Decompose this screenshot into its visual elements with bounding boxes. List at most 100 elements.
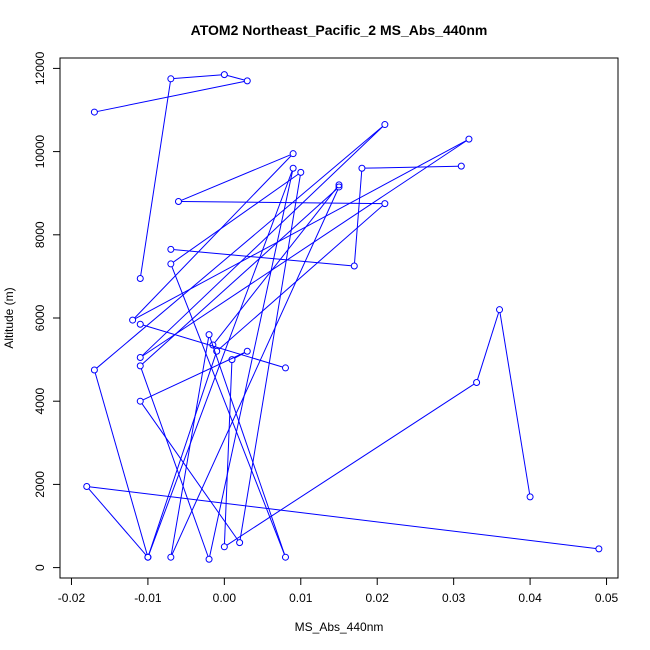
data-point <box>595 545 603 553</box>
data-point <box>83 482 91 490</box>
x-tick-label: 0.02 <box>366 591 390 605</box>
data-point <box>465 135 473 143</box>
data-point <box>243 77 251 85</box>
data-point <box>289 164 297 172</box>
series-segment <box>173 249 352 267</box>
data-point <box>209 341 217 349</box>
y-tick-label: 6000 <box>33 304 47 331</box>
series-segment <box>477 312 500 380</box>
data-point <box>167 553 175 561</box>
series-segment <box>142 352 245 401</box>
series-segment <box>173 173 299 263</box>
y-axis: 0 2000 4000 6000 8000 10000 12000 <box>33 51 61 571</box>
data-point <box>228 356 236 364</box>
series-segment <box>234 352 245 359</box>
y-tick-label: 8000 <box>33 221 47 248</box>
series-segment <box>142 140 467 357</box>
series-segment <box>181 154 291 201</box>
data-point <box>167 75 175 83</box>
series-segment <box>88 488 147 556</box>
data-point <box>213 347 221 355</box>
data-point <box>457 162 465 170</box>
data-point <box>335 183 343 191</box>
series-segment <box>209 171 293 557</box>
x-tick-label: -0.01 <box>134 591 162 605</box>
data-point <box>281 364 289 372</box>
data-point <box>289 150 297 158</box>
data-point <box>129 316 137 324</box>
x-tick-label: 0.03 <box>442 591 466 605</box>
y-tick-label: 10000 <box>33 135 47 169</box>
data-point <box>335 181 343 189</box>
data-point <box>136 354 144 362</box>
series-segment <box>148 354 217 555</box>
data-point <box>90 108 98 116</box>
plot-frame <box>59 57 619 579</box>
series-segment <box>171 189 339 555</box>
series-segment <box>142 126 383 356</box>
series-segment <box>239 175 301 540</box>
series-segment <box>94 372 148 555</box>
series-segment <box>170 337 210 555</box>
series-segment <box>148 171 293 555</box>
series-segment <box>223 362 233 544</box>
series-segment <box>140 368 209 557</box>
data-point <box>381 121 389 129</box>
data-point <box>220 71 228 79</box>
series-segment <box>96 126 383 369</box>
data-point <box>136 274 144 282</box>
y-tick-label: 4000 <box>33 388 47 415</box>
data-point <box>473 378 481 386</box>
series-segment <box>499 312 531 494</box>
data-point <box>90 366 98 374</box>
series-segment <box>181 201 382 205</box>
data-point <box>381 200 389 208</box>
y-tick-label: 12000 <box>33 51 47 85</box>
series-segment <box>354 171 363 263</box>
data-point <box>526 493 534 501</box>
x-tick-label: 0.00 <box>213 591 237 605</box>
y-tick-label: 2000 <box>33 471 47 498</box>
series-segment <box>365 165 459 169</box>
data-point <box>281 553 289 561</box>
x-axis: -0.02 -0.01 0.00 0.01 0.02 0.03 0.04 0.05 <box>58 577 619 605</box>
series-segment <box>209 337 285 555</box>
series-segment <box>227 74 245 81</box>
y-axis-label: Altitude (m) <box>2 287 16 348</box>
data-point <box>350 262 358 270</box>
data-point <box>144 553 152 561</box>
series-segment <box>97 81 245 112</box>
data-point <box>136 320 144 328</box>
data-point <box>167 245 175 253</box>
data-point <box>243 347 251 355</box>
x-tick-label: 0.04 <box>518 591 542 605</box>
data-point <box>205 555 213 563</box>
series-segment <box>171 266 285 555</box>
data-point <box>167 260 175 268</box>
x-tick-label: 0.01 <box>289 591 313 605</box>
series-segment <box>214 187 338 343</box>
data-point <box>297 168 305 176</box>
series-segment <box>134 155 292 319</box>
series-segment <box>141 403 239 541</box>
series-segment <box>140 81 171 276</box>
series-segment <box>143 324 283 368</box>
data-point <box>496 306 504 314</box>
data-point <box>220 543 228 551</box>
chart-title: ATOM2 Northeast_Pacific_2 MS_Abs_440nm <box>191 22 488 38</box>
series-segment <box>89 486 596 549</box>
series-group <box>83 71 603 563</box>
x-axis-label: MS_Abs_440nm <box>295 620 384 634</box>
x-tick-label: -0.02 <box>58 591 86 605</box>
data-point <box>236 539 244 547</box>
data-point <box>136 397 144 405</box>
x-tick-label: 0.05 <box>595 591 619 605</box>
data-point <box>174 198 182 206</box>
data-point <box>205 331 213 339</box>
data-point <box>358 164 366 172</box>
y-tick-label: 0 <box>33 564 47 571</box>
data-point <box>136 362 144 370</box>
series-segment <box>226 383 475 546</box>
series-segment <box>218 205 383 350</box>
